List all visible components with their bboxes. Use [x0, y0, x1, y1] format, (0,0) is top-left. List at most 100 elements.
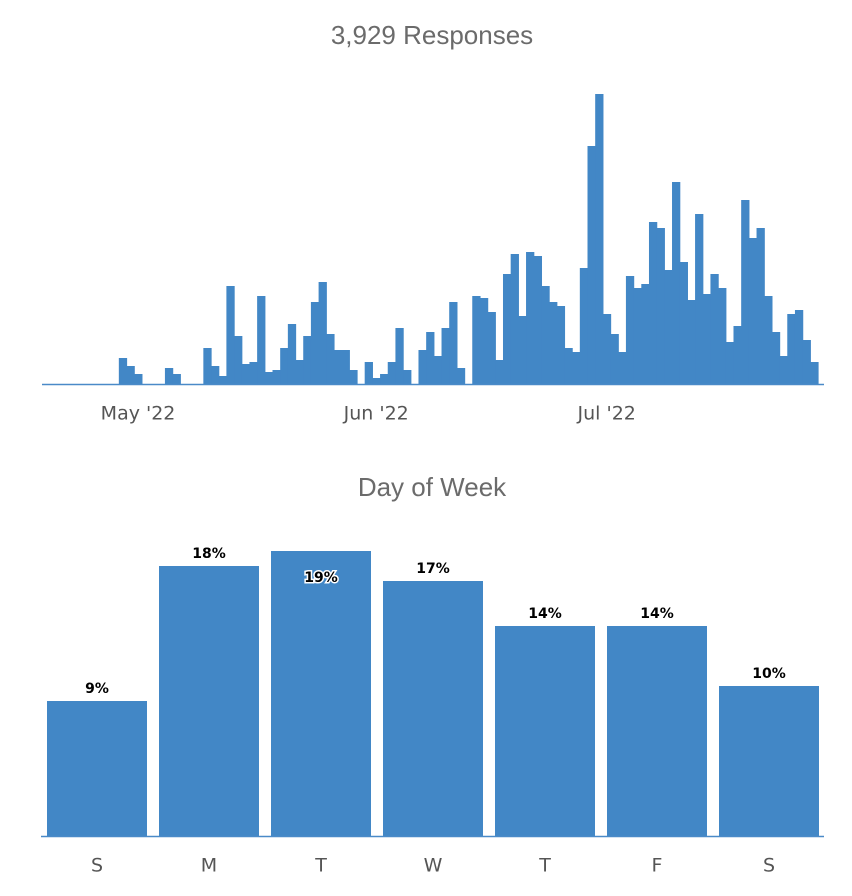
bar	[172, 374, 181, 384]
bar	[579, 268, 589, 384]
bar	[426, 332, 435, 384]
bar	[456, 368, 466, 384]
x-tick-label: F	[652, 855, 663, 877]
bar	[556, 306, 566, 384]
bar	[203, 348, 212, 384]
x-tick-label: May '22	[101, 403, 176, 425]
bar	[326, 334, 335, 384]
bar	[719, 686, 819, 836]
bar	[810, 362, 819, 384]
chart-title: 3,929 Responses	[331, 20, 533, 50]
bar	[679, 262, 688, 384]
bar	[372, 378, 381, 384]
chart-title: Day of Week	[358, 472, 507, 502]
bar	[134, 374, 143, 384]
bar	[733, 326, 742, 384]
bar	[249, 362, 258, 384]
bar	[257, 296, 266, 384]
bar	[403, 370, 412, 384]
value-label: 17%	[416, 561, 450, 577]
bar	[802, 340, 811, 384]
bar	[607, 626, 707, 836]
bar	[725, 342, 735, 384]
bar	[126, 366, 135, 384]
bar	[764, 296, 773, 384]
bar	[441, 328, 450, 384]
bar	[211, 366, 220, 384]
x-tick-label: M	[201, 855, 217, 877]
bar	[510, 254, 519, 384]
bar	[533, 256, 543, 384]
bar	[587, 146, 596, 384]
bar	[272, 370, 281, 384]
bar	[541, 286, 550, 384]
bar	[383, 581, 483, 836]
bar	[572, 352, 581, 384]
bar	[787, 314, 796, 384]
bar	[159, 566, 259, 836]
bar	[794, 310, 804, 384]
bar	[241, 364, 251, 384]
x-tick-label: W	[424, 855, 443, 877]
bar	[341, 350, 350, 384]
bar	[479, 298, 489, 384]
bar	[495, 360, 504, 384]
bar	[118, 358, 128, 384]
bar	[472, 296, 481, 384]
bar	[564, 348, 573, 384]
bar	[218, 376, 227, 384]
bar	[271, 551, 371, 836]
value-label: 9%	[85, 681, 109, 697]
x-tick-label: S	[91, 855, 103, 877]
bar	[664, 270, 673, 384]
bar	[595, 94, 604, 384]
bar	[380, 374, 389, 384]
bar	[648, 222, 658, 384]
bar	[779, 356, 788, 384]
bar	[633, 288, 642, 384]
bar	[449, 302, 458, 384]
bar	[318, 282, 327, 384]
bar	[226, 286, 235, 384]
bar	[549, 302, 558, 384]
bar	[710, 274, 719, 384]
bar	[433, 356, 443, 384]
value-label: 19%	[304, 570, 338, 586]
bar	[295, 360, 304, 384]
bar	[526, 252, 535, 384]
bar	[395, 328, 404, 384]
bar	[741, 200, 750, 384]
bar	[303, 336, 312, 384]
bar	[602, 314, 612, 384]
bar	[502, 274, 512, 384]
x-tick-label: T	[538, 855, 551, 877]
bar	[164, 368, 174, 384]
bar	[287, 324, 297, 384]
bar	[495, 626, 595, 836]
bar	[364, 362, 373, 384]
value-label: 14%	[528, 606, 562, 622]
bar	[333, 350, 343, 384]
bar	[418, 350, 427, 384]
value-label: 14%	[640, 606, 674, 622]
bar	[387, 362, 397, 384]
bar	[618, 352, 627, 384]
x-tick-label: S	[763, 855, 775, 877]
bar	[47, 701, 147, 836]
bar	[756, 228, 765, 384]
bar	[771, 332, 781, 384]
x-tick-label: Jul '22	[577, 403, 636, 425]
bar	[625, 276, 635, 384]
bar	[656, 228, 665, 384]
bar	[518, 316, 527, 384]
bar	[264, 372, 274, 384]
x-tick-label: T	[314, 855, 327, 877]
bar	[672, 182, 681, 384]
bar	[718, 288, 727, 384]
bar	[641, 284, 650, 384]
bar	[610, 334, 619, 384]
bar	[487, 312, 496, 384]
bar	[310, 302, 320, 384]
bar	[280, 348, 289, 384]
